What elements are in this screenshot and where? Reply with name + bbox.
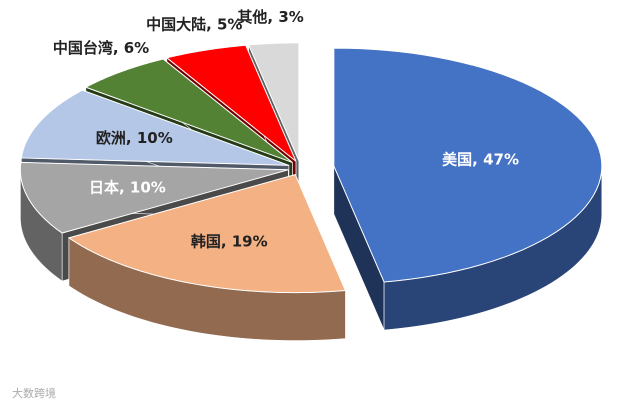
slice [20, 89, 290, 166]
data-label: 其他, 3% [237, 8, 303, 26]
slice [247, 42, 300, 162]
slice [19, 161, 289, 234]
slice [67, 174, 347, 294]
data-label: 美国, 47% [442, 150, 519, 168]
slice [333, 47, 603, 283]
slice [165, 44, 297, 162]
labels: 美国, 47% 韩国, 19% 日本, 10% 欧洲, 10% 中国台湾, 6% 中国大陆… [53, 8, 519, 250]
data-label: 欧洲, 10% [96, 129, 173, 147]
data-label: 中国大陆, 5% [146, 15, 242, 33]
data-label: 韩国, 19% [191, 232, 268, 250]
slice-tops [19, 42, 603, 294]
slice [84, 58, 293, 163]
watermark: 大数跨境 [12, 386, 56, 400]
data-label: 日本, 10% [89, 178, 166, 196]
data-label: 中国台湾, 6% [53, 39, 149, 57]
